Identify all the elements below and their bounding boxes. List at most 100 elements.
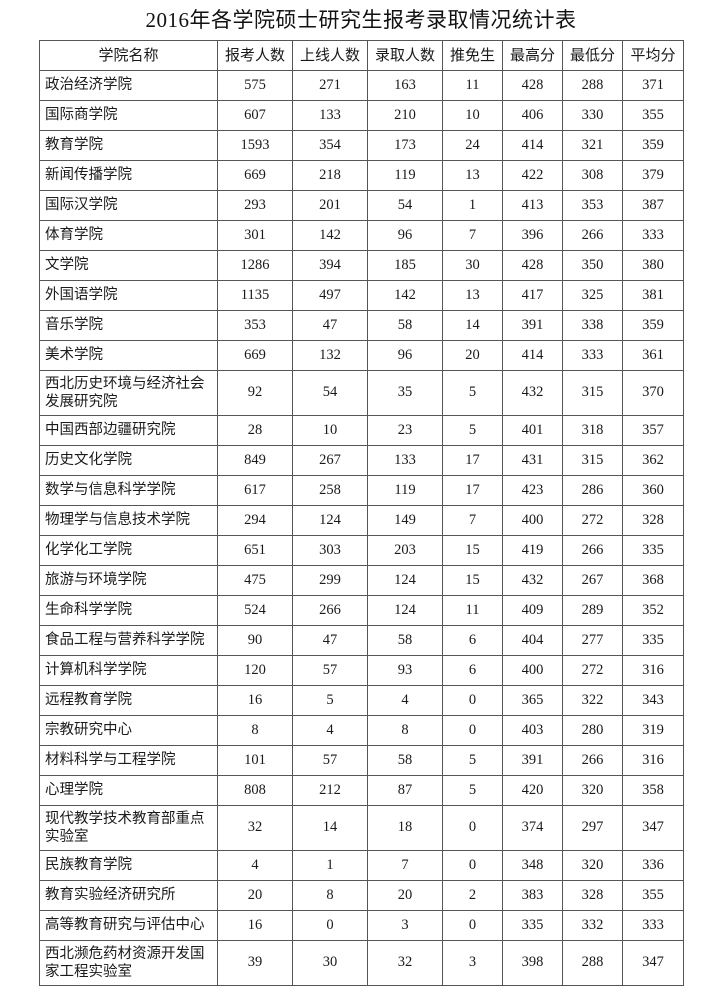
cell-average-score: 379 [622, 160, 684, 192]
cell-applicants: 92 [217, 370, 293, 417]
table-row: 心理学院 808 212 87 5 420 320 358 [39, 775, 684, 807]
cell-admitted: 93 [367, 655, 443, 687]
cell-lowest-score: 315 [562, 445, 623, 477]
cell-admitted: 142 [367, 280, 443, 312]
cell-exempt: 13 [442, 280, 503, 312]
column-header-qualified: 上线人数 [292, 40, 368, 72]
cell-qualified: 47 [292, 625, 368, 657]
cell-applicants: 301 [217, 220, 293, 252]
cell-highest-score: 404 [502, 625, 563, 657]
cell-lowest-score: 322 [562, 685, 623, 717]
cell-qualified: 0 [292, 910, 368, 942]
cell-admitted: 119 [367, 160, 443, 192]
cell-admitted: 124 [367, 565, 443, 597]
cell-college: 新闻传播学院 [39, 160, 218, 192]
cell-highest-score: 432 [502, 370, 563, 417]
cell-average-score: 357 [622, 415, 684, 447]
cell-lowest-score: 315 [562, 370, 623, 417]
cell-exempt: 5 [442, 775, 503, 807]
cell-lowest-score: 350 [562, 250, 623, 282]
cell-highest-score: 401 [502, 415, 563, 447]
cell-lowest-score: 320 [562, 850, 623, 882]
cell-applicants: 120 [217, 655, 293, 687]
cell-admitted: 203 [367, 535, 443, 567]
cell-college: 生命科学学院 [39, 595, 218, 627]
cell-average-score: 333 [622, 220, 684, 252]
cell-admitted: 54 [367, 190, 443, 222]
cell-exempt: 7 [442, 220, 503, 252]
cell-average-score: 347 [622, 805, 684, 852]
cell-qualified: 8 [292, 880, 368, 912]
table-header: 学院名称 报考人数 上线人数 录取人数 推免生 最高分 最低分 平均分 [39, 40, 684, 72]
column-header-exempt: 推免生 [442, 40, 503, 72]
cell-exempt: 11 [442, 70, 503, 102]
cell-lowest-score: 272 [562, 505, 623, 537]
cell-average-score: 380 [622, 250, 684, 282]
cell-applicants: 1286 [217, 250, 293, 282]
cell-college: 宗教研究中心 [39, 715, 218, 747]
cell-admitted: 96 [367, 220, 443, 252]
cell-admitted: 133 [367, 445, 443, 477]
cell-applicants: 607 [217, 100, 293, 132]
cell-highest-score: 423 [502, 475, 563, 507]
cell-lowest-score: 288 [562, 70, 623, 102]
cell-qualified: 132 [292, 340, 368, 372]
page-title: 2016年各学院硕士研究生报考录取情况统计表 [145, 8, 577, 32]
column-header-highest-score: 最高分 [502, 40, 563, 72]
cell-college: 国际商学院 [39, 100, 218, 132]
cell-exempt: 0 [442, 685, 503, 717]
table-row: 新闻传播学院 669 218 119 13 422 308 379 [39, 160, 684, 192]
cell-average-score: 371 [622, 70, 684, 102]
cell-admitted: 87 [367, 775, 443, 807]
cell-applicants: 849 [217, 445, 293, 477]
cell-exempt: 5 [442, 415, 503, 447]
table-row: 文学院 1286 394 185 30 428 350 380 [39, 250, 684, 282]
cell-average-score: 359 [622, 130, 684, 162]
cell-highest-score: 428 [502, 70, 563, 102]
table-row: 国际商学院 607 133 210 10 406 330 355 [39, 100, 684, 132]
cell-qualified: 124 [292, 505, 368, 537]
cell-lowest-score: 286 [562, 475, 623, 507]
cell-exempt: 0 [442, 805, 503, 852]
cell-admitted: 35 [367, 370, 443, 417]
cell-lowest-score: 280 [562, 715, 623, 747]
cell-qualified: 133 [292, 100, 368, 132]
table-row: 音乐学院 353 47 58 14 391 338 359 [39, 310, 684, 342]
cell-average-score: 381 [622, 280, 684, 312]
table-row: 西北历史环境与经济社会发展研究院 92 54 35 5 432 315 370 [39, 370, 684, 417]
cell-college: 西北历史环境与经济社会发展研究院 [39, 370, 218, 417]
cell-exempt: 30 [442, 250, 503, 282]
cell-admitted: 58 [367, 625, 443, 657]
cell-qualified: 271 [292, 70, 368, 102]
cell-average-score: 361 [622, 340, 684, 372]
cell-admitted: 20 [367, 880, 443, 912]
cell-average-score: 347 [622, 940, 684, 986]
cell-college: 美术学院 [39, 340, 218, 372]
cell-college: 旅游与环境学院 [39, 565, 218, 597]
cell-applicants: 16 [217, 685, 293, 717]
cell-applicants: 1593 [217, 130, 293, 162]
cell-highest-score: 414 [502, 130, 563, 162]
cell-admitted: 185 [367, 250, 443, 282]
cell-highest-score: 335 [502, 910, 563, 942]
cell-lowest-score: 308 [562, 160, 623, 192]
cell-applicants: 669 [217, 340, 293, 372]
cell-applicants: 16 [217, 910, 293, 942]
cell-average-score: 335 [622, 625, 684, 657]
table-row: 现代教学技术教育部重点实验室 32 14 18 0 374 297 347 [39, 805, 684, 852]
cell-average-score: 368 [622, 565, 684, 597]
cell-applicants: 669 [217, 160, 293, 192]
table-row: 化学化工学院 651 303 203 15 419 266 335 [39, 535, 684, 567]
cell-qualified: 57 [292, 655, 368, 687]
cell-lowest-score: 330 [562, 100, 623, 132]
cell-exempt: 0 [442, 715, 503, 747]
cell-exempt: 10 [442, 100, 503, 132]
cell-highest-score: 398 [502, 940, 563, 986]
table-row: 美术学院 669 132 96 20 414 333 361 [39, 340, 684, 372]
column-header-admitted: 录取人数 [367, 40, 443, 72]
cell-applicants: 101 [217, 745, 293, 777]
cell-admitted: 7 [367, 850, 443, 882]
cell-admitted: 119 [367, 475, 443, 507]
cell-highest-score: 400 [502, 505, 563, 537]
cell-applicants: 4 [217, 850, 293, 882]
